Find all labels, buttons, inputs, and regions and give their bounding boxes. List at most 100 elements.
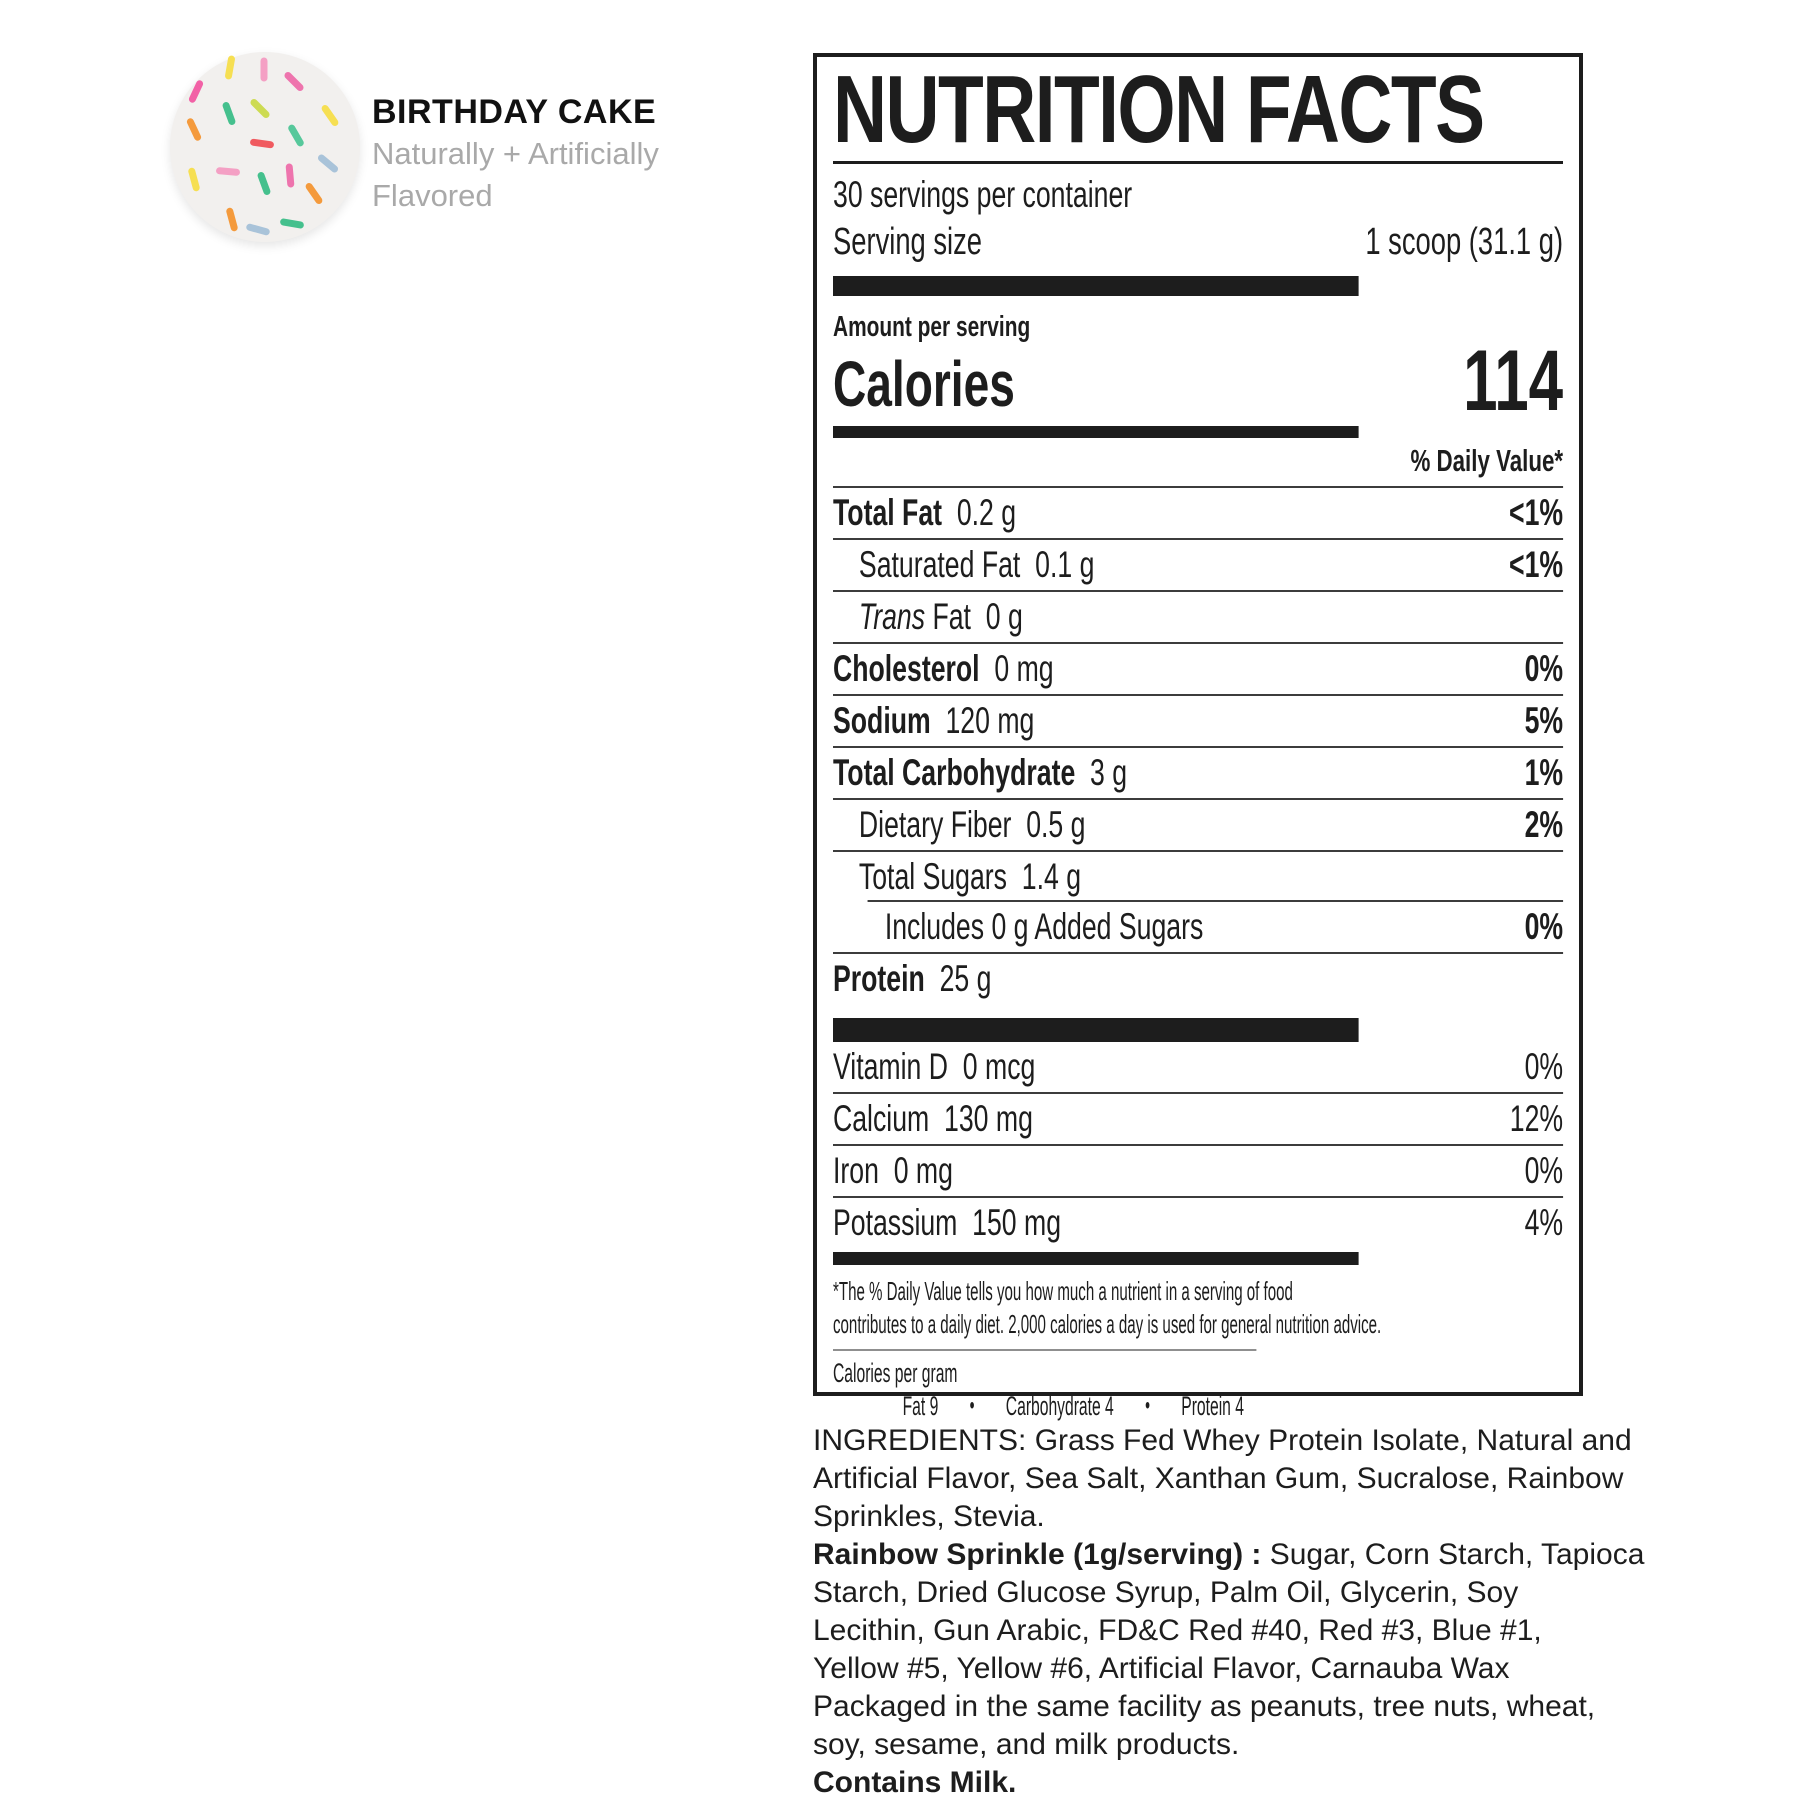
ingredients-line: Contains Milk. [813, 1766, 1017, 1799]
sprinkle-icon [304, 181, 324, 206]
nutrient-row: Cholesterol 0 mg 0% [833, 644, 1564, 696]
daily-value: 0% [1524, 1150, 1564, 1191]
sprinkle-icon [225, 207, 239, 232]
daily-value-header: % Daily Value* [833, 438, 1564, 488]
calories-label: Calories [833, 348, 1015, 420]
divider-bar-medium [833, 1252, 1359, 1265]
nutrient-label: Sodium 120 mg [833, 700, 1035, 741]
nutrition-facts-label: NUTRITION FACTS 30 servings per containe… [813, 53, 1583, 1421]
vitamin-rows: Vitamin D 0 mcg 0% Calcium 130 mg 12% Iron 0… [833, 1042, 1564, 1248]
sprinkle-icon [224, 55, 236, 80]
daily-value: 12% [1509, 1098, 1564, 1139]
flavor-subtitle-line2: Flavored [372, 178, 493, 213]
nutrient-label: Iron 0 mg [833, 1150, 953, 1191]
nutrient-label: Total Sugars 1.4 g [858, 856, 1082, 897]
daily-value: <1% [1509, 492, 1564, 533]
nutrient-row: Saturated Fat 0.1 g <1% [833, 540, 1564, 592]
calories-per-gram-item: Fat 9 [902, 1391, 939, 1421]
ingredients-line: Packaged in the same facility as peanuts… [813, 1690, 1596, 1723]
nutrient-row: Total Sugars 1.4 g [833, 852, 1564, 902]
nutrient-rows: Total Fat 0.2 g <1% Saturated Fat 0.1 g <1%… [833, 488, 1564, 1004]
ingredients-line: Sprinkles, Stevia. [813, 1500, 1045, 1533]
nutrient-row: Includes 0 g Added Sugars 0% [833, 902, 1564, 954]
calories-per-gram-values: Fat 9 • Carbohydrate 4 • Protein 4 [833, 1389, 1563, 1423]
daily-value: 5% [1524, 700, 1564, 741]
sprinkle-icon [187, 167, 201, 192]
sprinkle-icon [245, 223, 271, 236]
amount-per-serving-label: Amount per serving [833, 311, 1031, 343]
ingredients-list: INGREDIENTS: Grass Fed Whey Protein Isol… [813, 1422, 1673, 1800]
nutrient-label: Vitamin D 0 mcg [833, 1046, 1036, 1087]
calories-per-gram-item: Protein 4 [1181, 1391, 1244, 1421]
sprinkle-icon [316, 153, 340, 174]
footnote-line: contributes to a daily diet. 2,000 calor… [833, 1309, 1382, 1339]
divider-bar-medium [833, 426, 1359, 438]
daily-value: 0% [1524, 1046, 1564, 1087]
sprinkle-icon [185, 117, 203, 142]
nutrient-label: Includes 0 g Added Sugars [884, 906, 1204, 947]
flavor-header: BIRTHDAY CAKE Naturally + Artificially F… [372, 92, 659, 216]
bullet-separator: • [1145, 1392, 1150, 1419]
daily-value: 0% [1524, 906, 1564, 947]
calories-per-gram-item: Carbohydrate 4 [1005, 1391, 1114, 1421]
nutrient-label: Protein 25 g [833, 958, 992, 999]
divider-bar-thick [833, 1018, 1359, 1042]
vitamin-row: Potassium 150 mg 4% [833, 1198, 1563, 1248]
sprinkle-icon [260, 57, 268, 82]
calories-per-gram-label: Calories per gram [833, 1358, 958, 1388]
nutrient-row: Dietary Fiber 0.5 g 2% [833, 800, 1564, 852]
nutrient-label: Dietary Fiber 0.5 g [858, 804, 1086, 845]
daily-value-footnote: *The % Daily Value tells you how much a … [833, 1275, 1563, 1341]
sprinkle-icon [221, 101, 237, 126]
calories-value: 114 [1463, 333, 1564, 429]
divider-bar-thick [833, 276, 1359, 296]
sprinkle-icon [256, 171, 272, 196]
title-rule [833, 161, 1563, 164]
ingredients-line: Rainbow Sprinkle (1g/serving) : Sugar, C… [813, 1538, 1645, 1571]
label-main-section: 30 servings per container Serving size 1… [833, 172, 1564, 1265]
sprinkle-icon [279, 217, 305, 230]
ingredients-line: INGREDIENTS: Grass Fed Whey Protein Isol… [813, 1424, 1632, 1457]
nutrient-row: Trans Fat 0 g [833, 592, 1564, 644]
nutrient-label: Calcium 130 mg [833, 1098, 1033, 1139]
flavor-subtitle-line1: Naturally + Artificially [372, 136, 659, 171]
sprinkle-icon [283, 70, 305, 93]
footnote-line: *The % Daily Value tells you how much a … [833, 1276, 1293, 1306]
nutrient-label: Trans Fat 0 g [858, 596, 1023, 637]
vitamin-row: Vitamin D 0 mcg 0% [833, 1042, 1564, 1094]
daily-value: 4% [1524, 1202, 1564, 1243]
ingredients-line: Starch, Dried Glucose Syrup, Palm Oil, G… [813, 1576, 1519, 1609]
nutrient-label: Cholesterol 0 mg [833, 648, 1054, 689]
nutrient-row: Total Fat 0.2 g <1% [833, 488, 1564, 540]
daily-value: 0% [1524, 648, 1564, 689]
flavor-badge-sprinkles-icon [170, 52, 360, 242]
sprinkle-icon [320, 103, 340, 128]
label-title: NUTRITION FACTS [833, 56, 1485, 163]
vitamin-row: Calcium 130 mg 12% [833, 1094, 1564, 1146]
daily-value: <1% [1509, 544, 1564, 585]
sprinkle-icon [187, 79, 205, 104]
nutrient-label: Total Carbohydrate 3 g [833, 752, 1128, 793]
nutrient-label: Total Fat 0.2 g [833, 492, 1017, 533]
label-title-section: NUTRITION FACTS [833, 61, 1563, 159]
sprinkle-icon [286, 123, 306, 148]
serving-size-label: Serving size [833, 221, 983, 263]
calories-row: Calories 114 [833, 333, 1564, 429]
servings-per-container: 30 servings per container [833, 174, 1133, 215]
daily-value: 2% [1524, 804, 1564, 845]
ingredients-line: soy, sesame, and milk products. [813, 1728, 1240, 1761]
vitamin-row: Iron 0 mg 0% [833, 1146, 1564, 1198]
nutrient-row: Protein 25 g [833, 954, 1563, 1004]
nutrient-row: Total Carbohydrate 3 g 1% [833, 748, 1564, 800]
label-footnote-section: *The % Daily Value tells you how much a … [833, 1275, 1563, 1423]
bullet-separator: • [969, 1392, 975, 1419]
sprinkle-icon [285, 163, 295, 188]
sprinkle-icon [249, 138, 275, 149]
nutrient-label: Saturated Fat 0.1 g [858, 544, 1095, 585]
daily-value: 1% [1524, 752, 1564, 793]
ingredients-line: Artificial Flavor, Sea Salt, Xanthan Gum… [813, 1462, 1624, 1495]
flavor-name: BIRTHDAY CAKE [372, 93, 657, 131]
serving-size-row: Serving size 1 scoop (31.1 g) [833, 218, 1563, 266]
footnote-rule [833, 1349, 1257, 1351]
